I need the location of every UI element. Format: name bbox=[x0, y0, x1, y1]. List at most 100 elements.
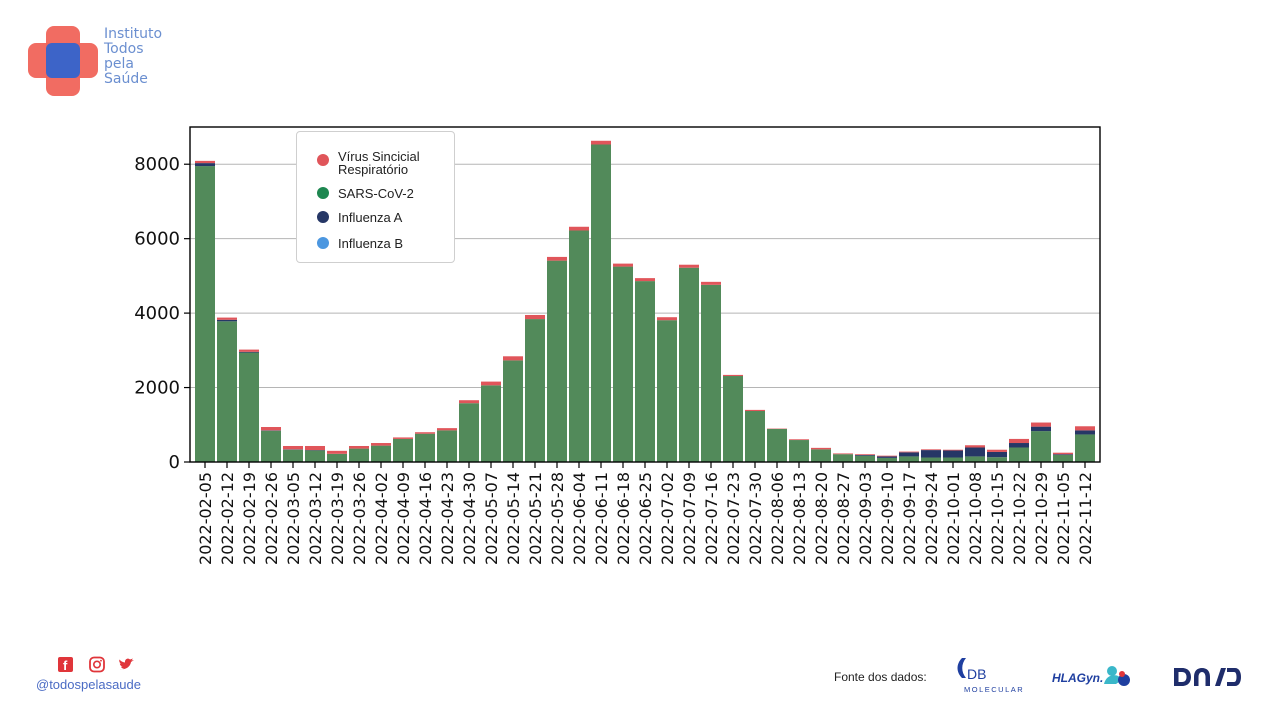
svg-text:HLAGyn.: HLAGyn. bbox=[1052, 671, 1103, 685]
bar-segment bbox=[1009, 443, 1029, 448]
brand-name-line: Saúde bbox=[104, 71, 148, 87]
x-tick-label: 2022-05-07 bbox=[482, 472, 501, 565]
y-tick-label: 4000 bbox=[134, 303, 180, 324]
data-source-label: Fonte dos dados: bbox=[834, 670, 927, 684]
bar-segment bbox=[811, 449, 831, 462]
x-tick-label: 2022-05-14 bbox=[504, 472, 523, 565]
bar-segment bbox=[943, 450, 963, 458]
facebook-icon[interactable]: f bbox=[58, 657, 73, 673]
bar-segment bbox=[195, 160, 215, 164]
bar-segment bbox=[569, 226, 589, 231]
chart-legend: Vírus Sincicial Respiratório SARS-CoV-2 … bbox=[296, 131, 455, 263]
x-tick-label: 2022-08-20 bbox=[812, 472, 831, 565]
bar-segment bbox=[657, 317, 677, 321]
y-tick-label: 0 bbox=[169, 452, 180, 473]
bar-segment bbox=[195, 163, 215, 167]
x-tick-label: 2022-02-12 bbox=[218, 472, 237, 565]
bar-segment bbox=[943, 457, 963, 462]
brand-name-line: Todos bbox=[104, 41, 144, 57]
bar-segment bbox=[1053, 454, 1073, 462]
bar-segment bbox=[217, 317, 237, 320]
bar-segment bbox=[1009, 438, 1029, 444]
x-tick-label: 2022-06-25 bbox=[636, 472, 655, 565]
x-tick-label: 2022-03-12 bbox=[306, 472, 325, 565]
bar-segment bbox=[459, 400, 479, 404]
bar-segment bbox=[723, 376, 743, 462]
bar-segment bbox=[899, 456, 919, 462]
legend-marker-flu-b bbox=[317, 237, 329, 249]
x-tick-label: 2022-09-17 bbox=[900, 472, 919, 565]
svg-text:DB: DB bbox=[967, 666, 986, 682]
bar-segment bbox=[481, 381, 501, 386]
legend-marker-sars bbox=[317, 187, 329, 199]
bar-segment bbox=[965, 456, 985, 462]
legend-label-flu-b: Influenza B bbox=[338, 236, 404, 251]
x-tick-label: 2022-02-26 bbox=[262, 472, 281, 565]
x-tick-label: 2022-05-28 bbox=[548, 472, 567, 565]
x-tick-label: 2022-06-18 bbox=[614, 472, 633, 565]
bar-segment bbox=[327, 453, 347, 462]
bar-segment bbox=[789, 439, 809, 441]
bar-segment bbox=[393, 437, 413, 439]
social-handle[interactable]: @todospelasaude bbox=[36, 677, 141, 692]
x-tick-label: 2022-07-09 bbox=[680, 472, 699, 565]
x-tick-label: 2022-09-10 bbox=[878, 472, 897, 565]
bar-segment bbox=[855, 454, 875, 456]
bar-segment bbox=[393, 438, 413, 462]
y-tick-label: 2000 bbox=[134, 378, 180, 399]
bar-segment bbox=[855, 454, 875, 455]
x-tick-label: 2022-02-19 bbox=[240, 472, 259, 565]
bar-segment bbox=[371, 443, 391, 446]
bar-segment bbox=[503, 360, 523, 462]
y-tick-label: 8000 bbox=[134, 154, 180, 175]
x-tick-label: 2022-07-23 bbox=[724, 472, 743, 565]
bar-segment bbox=[877, 455, 897, 457]
bar-segment bbox=[701, 284, 721, 462]
x-tick-label: 2022-10-15 bbox=[988, 472, 1007, 565]
twitter-icon[interactable] bbox=[119, 658, 134, 670]
brand-logo bbox=[28, 26, 98, 96]
bar-segment bbox=[239, 349, 259, 352]
bar-segment bbox=[591, 140, 611, 145]
bar-segment bbox=[921, 449, 941, 451]
bar-segment bbox=[591, 144, 611, 463]
x-tick-label: 2022-06-04 bbox=[570, 472, 589, 565]
bar-segment bbox=[965, 447, 985, 457]
x-tick-label: 2022-10-22 bbox=[1010, 472, 1029, 565]
bar-segment bbox=[1009, 447, 1029, 462]
instagram-icon[interactable] bbox=[89, 656, 105, 673]
brand-name-line: pela bbox=[104, 56, 134, 72]
x-tick-label: 2022-04-16 bbox=[416, 472, 435, 565]
x-tick-label: 2022-05-21 bbox=[526, 472, 545, 565]
bar-segment bbox=[723, 374, 743, 377]
hlagyn-logo: HLAGyn. bbox=[1052, 666, 1130, 686]
bar-segment bbox=[371, 445, 391, 462]
bar-segment bbox=[987, 451, 1007, 458]
bar-segment bbox=[635, 281, 655, 462]
x-tick-label: 2022-08-13 bbox=[790, 472, 809, 565]
bar-segment bbox=[701, 281, 721, 285]
legend-marker-vsr bbox=[317, 154, 329, 166]
bar-segment bbox=[261, 427, 281, 431]
bar-segment bbox=[481, 385, 501, 462]
x-tick-label: 2022-10-01 bbox=[944, 472, 963, 565]
x-tick-label: 2022-04-23 bbox=[438, 472, 457, 565]
x-tick-label: 2022-04-09 bbox=[394, 472, 413, 565]
bar-segment bbox=[525, 314, 545, 320]
bar-segment bbox=[437, 428, 457, 431]
bar-segment bbox=[327, 450, 347, 454]
bar-segment bbox=[1053, 454, 1073, 455]
bar-segment bbox=[547, 260, 567, 462]
social-links: f bbox=[58, 656, 134, 673]
bar-segment bbox=[943, 449, 963, 451]
bar-segment bbox=[305, 450, 325, 462]
bar-segment bbox=[349, 445, 369, 449]
bar-segment bbox=[965, 445, 985, 448]
x-tick-label: 2022-06-11 bbox=[592, 472, 611, 565]
x-tick-label: 2022-08-27 bbox=[834, 472, 853, 565]
bar-segment bbox=[921, 450, 941, 458]
x-tick-label: 2022-03-19 bbox=[328, 472, 347, 565]
dasa-logo bbox=[1174, 668, 1241, 686]
bar-segment bbox=[503, 356, 523, 361]
